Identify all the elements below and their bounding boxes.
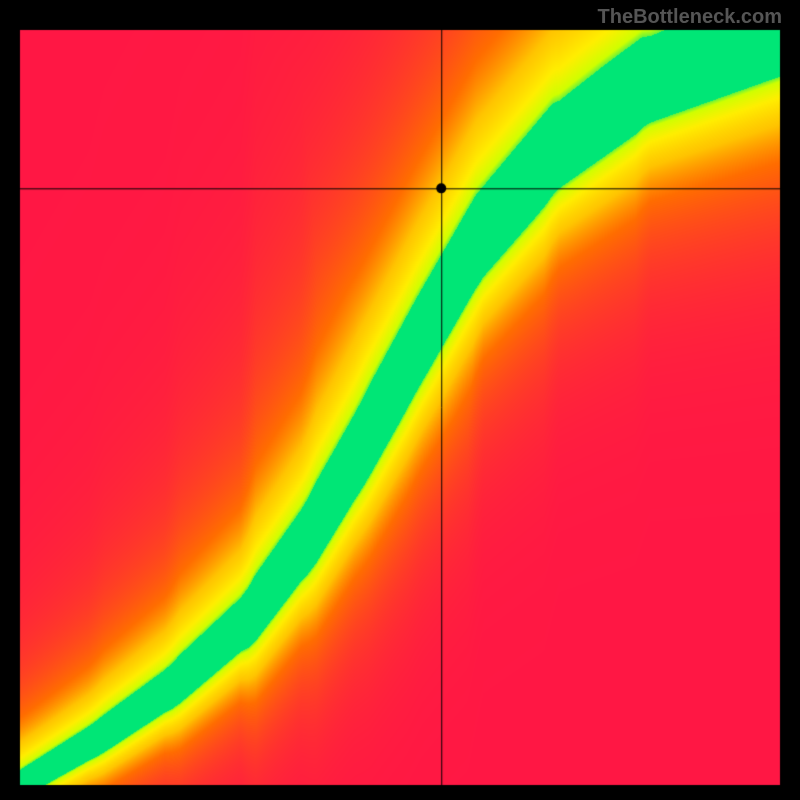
watermark-text: TheBottleneck.com <box>598 6 782 29</box>
heatmap-canvas <box>0 0 800 800</box>
chart-container: TheBottleneck.com <box>0 0 800 800</box>
